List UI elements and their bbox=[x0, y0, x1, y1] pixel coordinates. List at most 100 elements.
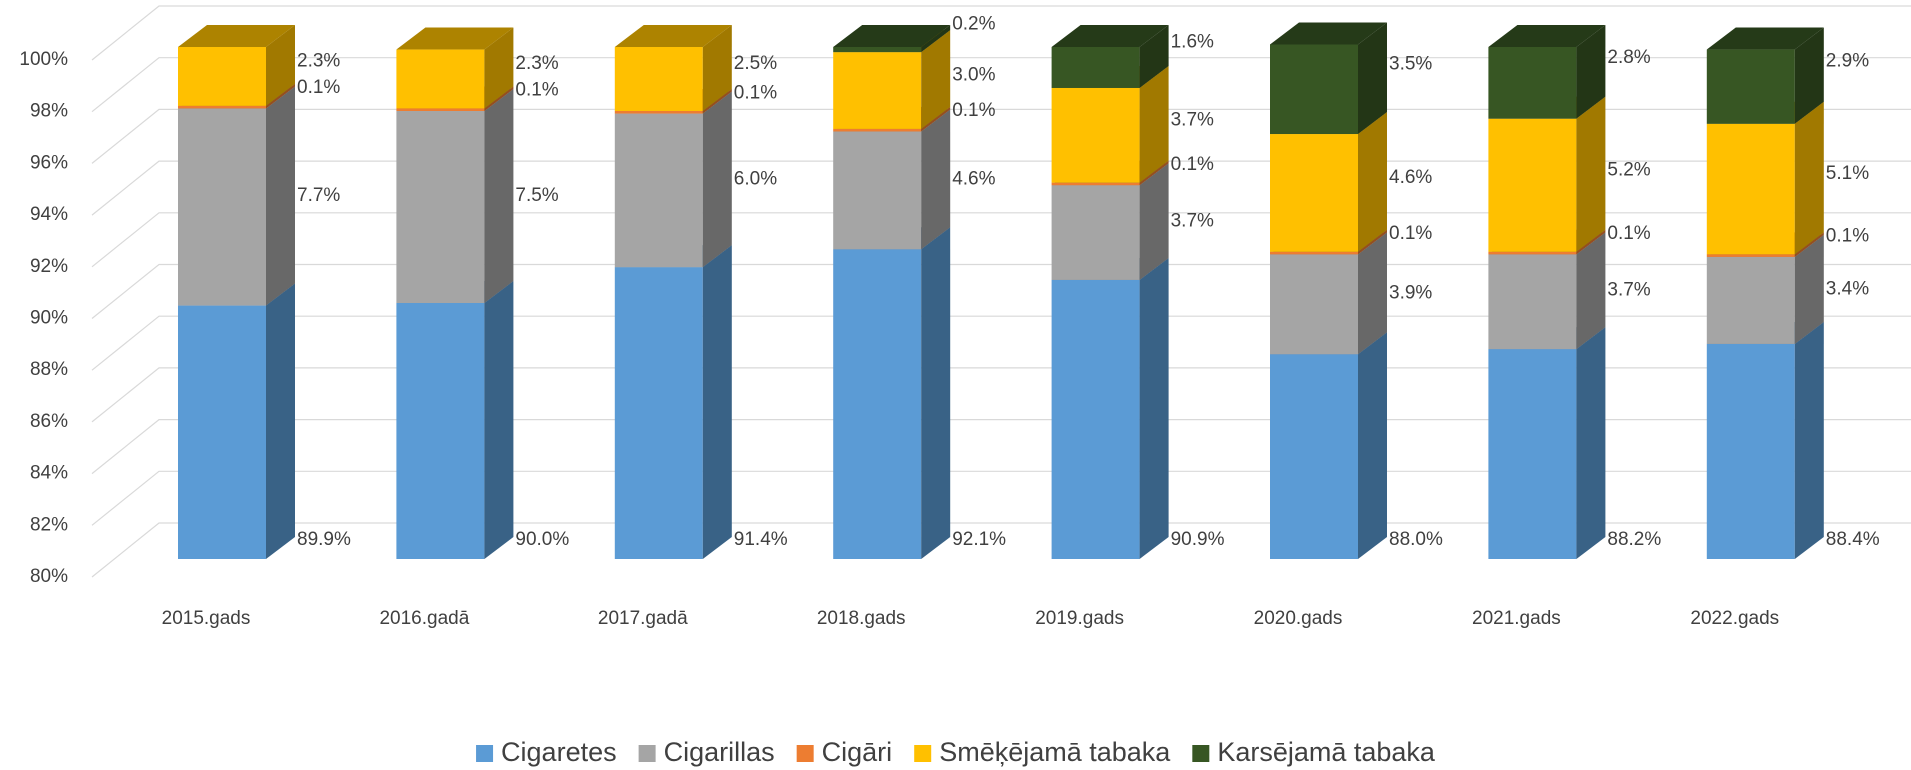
bar-segment bbox=[1270, 354, 1358, 559]
y-tick-label: 100% bbox=[19, 49, 68, 70]
bar-top bbox=[1051, 25, 1169, 47]
data-label: 3.5% bbox=[1389, 53, 1432, 74]
bar-side bbox=[1139, 65, 1169, 183]
bar-top bbox=[614, 25, 732, 47]
bar-segment bbox=[1051, 47, 1140, 88]
bar-segment bbox=[1706, 256, 1795, 344]
bar-side bbox=[1139, 163, 1169, 280]
y-tick-label: 82% bbox=[30, 514, 68, 535]
legend-label: Karsējamā tabaka bbox=[1217, 737, 1436, 767]
data-label: 0.1% bbox=[1607, 223, 1650, 244]
data-label: 3.7% bbox=[1607, 280, 1650, 301]
bar-side bbox=[1794, 27, 1824, 124]
bar-side bbox=[702, 89, 732, 114]
x-tick-label: 2015.gads bbox=[162, 608, 251, 629]
bar-segment bbox=[1051, 279, 1140, 559]
data-label: 0.1% bbox=[1171, 154, 1214, 175]
data-label: 7.5% bbox=[515, 185, 558, 206]
bar-side bbox=[1576, 232, 1606, 350]
bar-side bbox=[484, 27, 514, 109]
data-label: 0.1% bbox=[297, 77, 340, 98]
legend-label: Smēķējamā tabaka bbox=[939, 737, 1171, 767]
bar-segment bbox=[833, 128, 922, 132]
bar-side bbox=[921, 109, 951, 250]
legend-label: Cigarillas bbox=[664, 737, 775, 767]
bar-side bbox=[1794, 101, 1824, 255]
data-label: 0.1% bbox=[515, 80, 558, 101]
x-tick-label: 2016.gadā bbox=[379, 608, 469, 629]
data-label: 7.7% bbox=[297, 185, 340, 206]
bar-side bbox=[266, 86, 295, 306]
bar-segment bbox=[1270, 44, 1358, 135]
bar-side bbox=[1139, 25, 1169, 88]
bar-side bbox=[1139, 160, 1169, 186]
bar-segment bbox=[396, 111, 485, 303]
bar-segment bbox=[1488, 47, 1577, 119]
y-tick-label: 84% bbox=[30, 463, 68, 484]
bar-segment bbox=[1051, 182, 1140, 186]
y-tick-label: 98% bbox=[30, 101, 68, 122]
legend-label: Cigāri bbox=[822, 737, 893, 767]
legend-label: Cigaretes bbox=[501, 737, 617, 767]
data-label: 90.0% bbox=[515, 529, 569, 550]
bar-segment bbox=[178, 105, 266, 109]
bar-segment bbox=[833, 52, 922, 129]
data-label: 0.2% bbox=[952, 14, 995, 35]
bar-side bbox=[1358, 232, 1387, 355]
grid-line bbox=[91, 367, 1911, 423]
data-label: 3.0% bbox=[952, 65, 995, 86]
bar-segment bbox=[1051, 87, 1140, 183]
bar-segment bbox=[396, 303, 485, 559]
x-tick-label: 2020.gads bbox=[1254, 608, 1343, 629]
bar-side bbox=[266, 83, 295, 109]
bar-segment bbox=[1488, 254, 1577, 350]
data-label: 88.2% bbox=[1607, 529, 1661, 550]
bar-segment bbox=[1488, 118, 1577, 252]
data-label: 3.9% bbox=[1389, 282, 1432, 303]
bar-segment bbox=[1270, 254, 1358, 355]
bar-top bbox=[1488, 25, 1606, 47]
data-label: 3.7% bbox=[1171, 109, 1214, 130]
bar-top bbox=[1706, 27, 1824, 50]
bar-segment bbox=[1706, 254, 1795, 257]
x-tick-label: 2022.gads bbox=[1690, 608, 1779, 629]
bar-top bbox=[178, 25, 295, 47]
grid-line bbox=[91, 315, 1911, 371]
bar-segment bbox=[1270, 251, 1358, 255]
bar-side bbox=[266, 283, 295, 559]
x-tick-label: 2017.gadā bbox=[598, 608, 688, 629]
bar-side bbox=[484, 86, 514, 111]
grid-line bbox=[91, 470, 1911, 526]
data-label: 2.5% bbox=[734, 53, 777, 74]
bar-segment bbox=[1706, 49, 1795, 124]
bar-side bbox=[702, 245, 732, 559]
y-tick-label: 96% bbox=[30, 152, 68, 173]
data-label: 6.0% bbox=[734, 168, 777, 189]
bar-segment bbox=[1051, 185, 1140, 280]
bar-top bbox=[833, 25, 951, 47]
bar-side bbox=[921, 227, 951, 560]
data-label: 0.1% bbox=[734, 82, 777, 103]
data-label: 90.9% bbox=[1171, 529, 1225, 550]
data-label: 91.4% bbox=[734, 529, 788, 550]
bar-side bbox=[702, 25, 732, 111]
x-tick-label: 2019.gads bbox=[1035, 608, 1124, 629]
bar-segment bbox=[614, 47, 703, 111]
grid-line bbox=[91, 108, 1911, 164]
bar-side bbox=[1358, 22, 1387, 135]
bar-segment bbox=[178, 108, 266, 306]
bar-segment bbox=[614, 111, 703, 114]
data-label: 0.1% bbox=[1826, 226, 1869, 247]
legend-swatch bbox=[638, 745, 656, 762]
bar-segment bbox=[1270, 134, 1358, 252]
legend-swatch bbox=[476, 745, 494, 762]
bar-segment bbox=[833, 249, 922, 560]
bar-side bbox=[1358, 229, 1387, 255]
grid-line bbox=[91, 5, 1911, 61]
bar-segment bbox=[833, 131, 922, 250]
data-label: 0.1% bbox=[1389, 223, 1432, 244]
data-label: 2.3% bbox=[297, 50, 340, 71]
bar-side bbox=[1794, 232, 1824, 257]
